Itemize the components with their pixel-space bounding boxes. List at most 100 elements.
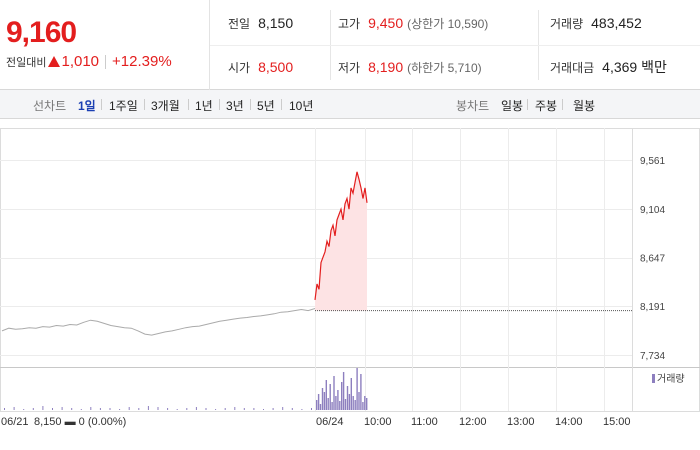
tab-1week[interactable]: 1주일 xyxy=(109,99,138,113)
x-tick-label: 06/24 xyxy=(316,416,344,428)
y-tick-label: 9,561 xyxy=(640,156,665,167)
change-divider xyxy=(105,54,107,69)
volume-bar xyxy=(362,402,364,410)
prev-day-info: 8,150 ▬ 0 (0.00%) xyxy=(34,416,126,428)
open-label: 시가 xyxy=(228,60,251,75)
volume-bar xyxy=(138,408,140,410)
tab-divider xyxy=(250,99,251,110)
volume-bar xyxy=(157,407,159,410)
volume-bar xyxy=(4,408,5,410)
tab-3year[interactable]: 3년 xyxy=(226,99,244,113)
volume-bar xyxy=(23,409,25,410)
volume-bar xyxy=(354,400,356,410)
change-label: 전일대비 xyxy=(6,56,47,69)
low-value: 8,190 xyxy=(368,59,404,75)
volume-bar xyxy=(234,407,236,410)
tab-divider xyxy=(101,99,102,110)
volume-bar xyxy=(13,407,15,410)
tab-daily-candle[interactable]: 일봉 xyxy=(501,99,524,113)
tab-5year[interactable]: 5년 xyxy=(257,99,275,113)
prev-day-price-line xyxy=(1,308,316,336)
today-price-line xyxy=(314,171,368,300)
lower-limit: (하한가 5,710) xyxy=(407,60,482,75)
chart-tabs: 선차트 1일 1주일 3개월 1년 3년 5년 10년 봉차트 일봉 주봉 월봉 xyxy=(0,90,700,119)
volume-bar xyxy=(317,394,320,410)
volume-bar xyxy=(52,408,53,410)
volume-bars xyxy=(4,368,368,410)
y-tick-label: 8,647 xyxy=(640,254,665,265)
quote-header: 9,160 전일대비 1,010 +12.39% 전일 8,150 고가 9,4… xyxy=(0,0,700,90)
open: 시가 8,500 xyxy=(228,58,293,76)
volume-bar xyxy=(42,406,44,410)
volume-bar xyxy=(167,408,169,410)
volume-legend-label: 거래량 xyxy=(657,373,685,385)
volume-bar xyxy=(263,409,264,410)
prev-close: 전일 8,150 xyxy=(228,14,293,32)
open-value: 8,500 xyxy=(258,59,294,75)
volume-bar xyxy=(339,401,341,410)
x-tick-label: 11:00 xyxy=(411,416,438,428)
volume-bar xyxy=(344,399,347,410)
volume-bar xyxy=(366,398,368,410)
volume-bar xyxy=(109,408,111,410)
y-tick-label: 7,734 xyxy=(640,351,665,362)
tab-monthly-candle[interactable]: 월봉 xyxy=(573,99,596,113)
tab-3month[interactable]: 3개월 xyxy=(151,99,180,113)
tab-divider xyxy=(188,99,189,110)
volume-bar xyxy=(80,409,82,410)
high: 고가 9,450 (상한가 10,590) xyxy=(338,14,488,32)
volume-bar xyxy=(282,407,284,410)
volume-bar xyxy=(205,408,207,410)
tab-1year[interactable]: 1년 xyxy=(195,99,213,113)
volume-bar xyxy=(195,407,197,410)
tab-divider xyxy=(281,99,282,110)
prev-close-value: 8,150 xyxy=(258,15,294,31)
change-row: 전일대비 1,010 +12.39% xyxy=(6,53,172,70)
volume-legend-swatch xyxy=(652,374,655,383)
volume-bar xyxy=(333,376,335,410)
prev-day-date: 06/21 xyxy=(1,416,29,428)
low-label: 저가 xyxy=(338,60,361,75)
tab-10year[interactable]: 10년 xyxy=(289,99,314,113)
volume-bar xyxy=(253,408,255,410)
volume-bar xyxy=(331,402,333,410)
upper-limit: (상한가 10,590) xyxy=(407,16,489,31)
volume-value: 483,452 xyxy=(591,15,642,31)
tab-weekly-candle[interactable]: 주봉 xyxy=(535,99,558,113)
tab-1day[interactable]: 1일 xyxy=(78,99,96,113)
tab-divider xyxy=(562,99,563,110)
change-percent: +12.39% xyxy=(112,53,172,70)
turnover: 거래대금 4,369 백만 xyxy=(550,58,667,76)
volume-bar xyxy=(356,368,358,410)
high-label: 고가 xyxy=(338,16,361,31)
volume-bar xyxy=(325,380,327,410)
y-tick-label: 8,191 xyxy=(640,302,665,313)
tab-divider xyxy=(144,99,145,110)
volume-bar xyxy=(32,408,34,410)
y-tick-label: 9,104 xyxy=(640,205,665,216)
volume-bar xyxy=(319,404,322,410)
up-triangle-icon xyxy=(48,56,61,67)
change-value: 1,010 xyxy=(61,53,100,70)
volume-bar xyxy=(215,409,217,410)
volume-bar xyxy=(311,408,312,410)
price-summary: 9,160 전일대비 1,010 +12.39% xyxy=(0,0,210,90)
volume-bar xyxy=(321,388,324,410)
tab-divider xyxy=(219,99,220,110)
volume-bar xyxy=(291,408,293,410)
x-tick-label: 12:00 xyxy=(459,416,487,428)
x-tick-label: 14:00 xyxy=(555,416,583,428)
prev-close-label: 전일 xyxy=(228,16,251,31)
y-axis: 9,561 9,104 8,647 8,191 7,734 xyxy=(640,156,665,362)
volume-bar xyxy=(350,378,352,410)
turnover-label: 거래대금 xyxy=(550,60,595,75)
volume-bar xyxy=(119,409,121,410)
volume-bar xyxy=(329,384,331,410)
volume-bar xyxy=(272,408,274,410)
high-value: 9,450 xyxy=(368,15,404,31)
low: 저가 8,190 (하한가 5,710) xyxy=(338,58,482,76)
volume-bar xyxy=(346,386,349,410)
volume-bar xyxy=(301,409,303,410)
volume-bar xyxy=(335,396,337,410)
